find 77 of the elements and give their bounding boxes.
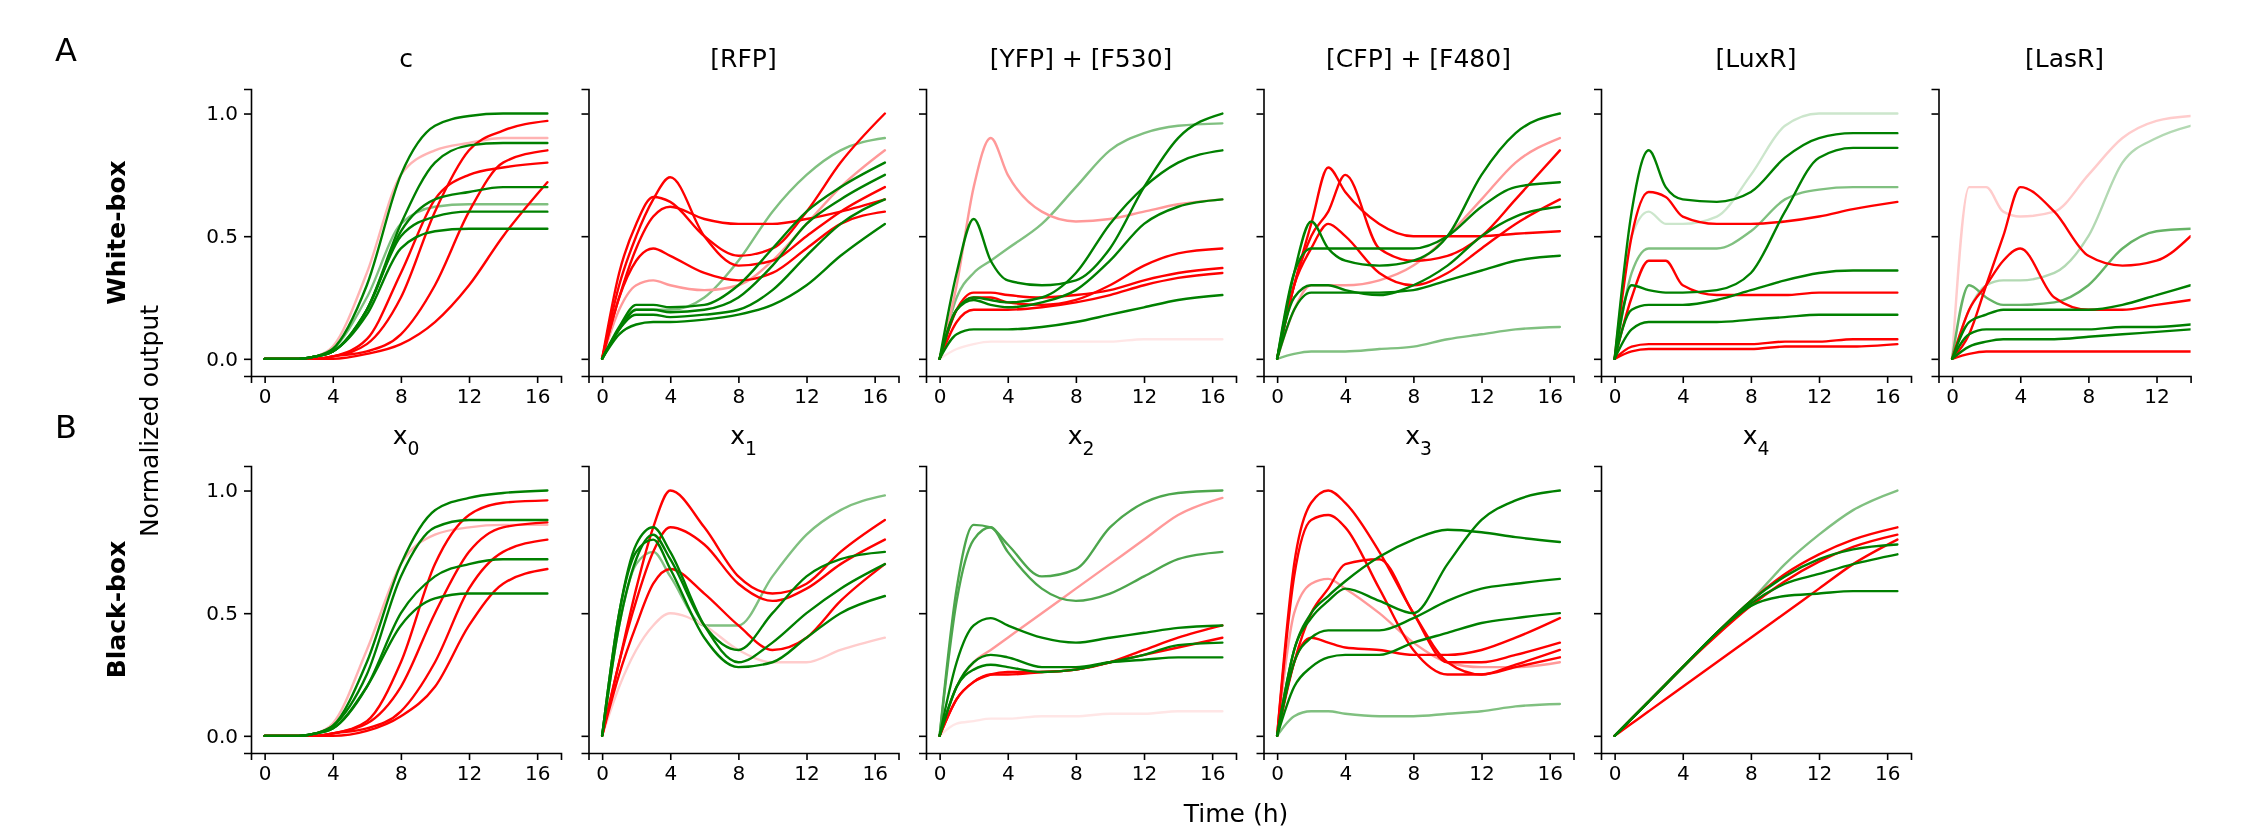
x-tick-label: 0 xyxy=(933,761,947,786)
y-tick-label: 0.0 xyxy=(206,346,238,371)
x-tick-label: 4 xyxy=(1001,761,1015,786)
chart-title: [CFP] + [F480] xyxy=(1326,44,1511,73)
x-tick-label: 8 xyxy=(732,384,746,409)
x-tick-label: 8 xyxy=(1745,384,1758,409)
chart-title: [YFP] + [F530] xyxy=(989,44,1173,73)
x-tick-label: 4 xyxy=(664,761,678,786)
chart-title: c xyxy=(399,44,413,73)
chart-title: x$_{0}$ xyxy=(392,421,420,459)
x-tick-label: 4 xyxy=(1676,384,1690,409)
x-tick-label: 0 xyxy=(258,761,272,786)
x-tick-label: 0 xyxy=(1271,384,1284,409)
x-tick-label: 4 xyxy=(326,384,340,409)
y-tick-label: 0.0 xyxy=(206,723,238,748)
x-tick-label: 12 xyxy=(1131,384,1158,409)
y-axis-title: Normalized output xyxy=(135,304,164,538)
x-tick-label: 16 xyxy=(1537,384,1563,409)
x-tick-label: 8 xyxy=(1745,761,1758,786)
x-tick-label: 0 xyxy=(258,384,272,409)
text: A xyxy=(55,31,77,69)
x-tick-label: 12 xyxy=(1469,384,1495,409)
x-axis-title: Time (h) xyxy=(1182,799,1289,828)
chart-title: x$_{3}$ xyxy=(1405,421,1432,459)
x-tick-label: 16 xyxy=(1874,384,1901,409)
x-tick-label: 4 xyxy=(1676,761,1690,786)
chart-title: [LuxR] xyxy=(1715,44,1797,73)
y-tick-label: 1.0 xyxy=(206,101,238,126)
x-tick-label: 12 xyxy=(1806,761,1833,786)
x-tick-label: 16 xyxy=(862,384,888,409)
chart-title: [RFP] xyxy=(710,44,777,73)
x-tick-label: 8 xyxy=(1070,384,1083,409)
x-tick-label: 0 xyxy=(1608,761,1622,786)
x-tick-label: 16 xyxy=(1199,761,1226,786)
x-tick-label: 8 xyxy=(395,384,408,409)
x-tick-label: 4 xyxy=(664,384,678,409)
x-tick-label: 4 xyxy=(2014,384,2028,409)
x-tick-label: 12 xyxy=(1806,384,1833,409)
x-tick-label: 8 xyxy=(1407,384,1421,409)
x-tick-label: 12 xyxy=(794,761,820,786)
x-tick-label: 4 xyxy=(1339,761,1353,786)
x-tick-label: 12 xyxy=(1469,761,1495,786)
x-tick-label: 16 xyxy=(524,761,551,786)
text: Black-box xyxy=(102,540,131,679)
x-tick-label: 0 xyxy=(1946,384,1959,409)
chart-title: x$_{4}$ xyxy=(1742,421,1770,459)
x-tick-label: 16 xyxy=(524,384,551,409)
x-tick-label: 8 xyxy=(732,761,746,786)
x-tick-label: 0 xyxy=(596,761,609,786)
text: White-box xyxy=(102,160,131,305)
text: B xyxy=(55,408,77,446)
x-tick-label: 16 xyxy=(1199,384,1226,409)
y-tick-label: 1.0 xyxy=(206,478,238,503)
x-tick-label: 4 xyxy=(1001,384,1015,409)
x-tick-label: 8 xyxy=(395,761,408,786)
x-tick-label: 0 xyxy=(933,384,947,409)
chart-title: [LasR] xyxy=(2024,44,2105,73)
x-tick-label: 8 xyxy=(2082,384,2096,409)
x-tick-label: 0 xyxy=(596,384,609,409)
chart-title: x$_{1}$ xyxy=(730,421,757,459)
x-tick-label: 0 xyxy=(1608,384,1622,409)
x-tick-label: 12 xyxy=(794,384,820,409)
x-tick-label: 12 xyxy=(456,384,483,409)
y-tick-label: 0.5 xyxy=(206,601,238,626)
x-tick-label: 8 xyxy=(1407,761,1421,786)
chart-title: x$_{2}$ xyxy=(1067,421,1095,459)
y-tick-label: 0.5 xyxy=(206,224,238,249)
x-tick-label: 16 xyxy=(862,761,888,786)
x-tick-label: 12 xyxy=(2144,384,2170,409)
x-tick-label: 16 xyxy=(1537,761,1563,786)
x-tick-label: 4 xyxy=(326,761,340,786)
x-tick-label: 12 xyxy=(1131,761,1158,786)
x-tick-label: 8 xyxy=(1070,761,1083,786)
x-tick-label: 4 xyxy=(1339,384,1353,409)
x-tick-label: 12 xyxy=(456,761,483,786)
x-tick-label: 16 xyxy=(1874,761,1901,786)
x-tick-label: 0 xyxy=(1271,761,1284,786)
